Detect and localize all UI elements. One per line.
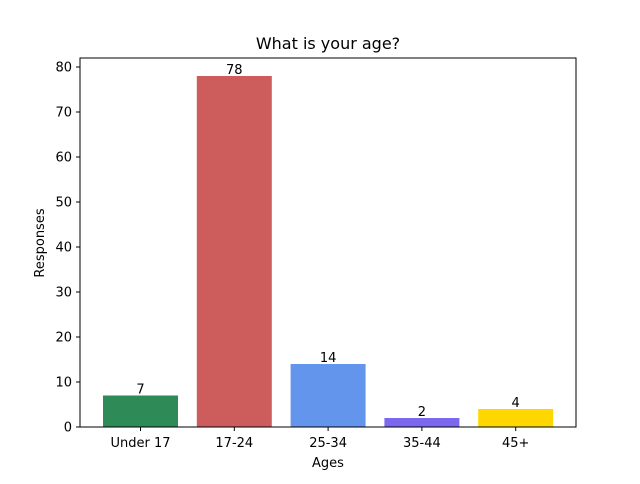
bar <box>290 364 366 427</box>
y-tick-label: 10 <box>55 376 72 391</box>
bar-value-label: 78 <box>226 63 243 78</box>
y-tick-label: 70 <box>55 106 72 121</box>
bar <box>103 395 178 427</box>
y-tick-label: 30 <box>55 286 72 301</box>
x-tick-label: 45+ <box>502 436 529 451</box>
chart-title: What is your age? <box>256 34 400 53</box>
y-axis-label: Responses <box>33 208 48 277</box>
y-tick-label: 60 <box>55 151 72 166</box>
bar-value-label: 14 <box>320 351 337 366</box>
bar-value-label: 4 <box>512 396 520 411</box>
x-axis-label: Ages <box>312 456 344 471</box>
bar-value-label: 2 <box>418 405 426 420</box>
x-axis-ticks: Under 17 17-24 25-34 35-44 45+ <box>110 427 529 451</box>
x-tick-label: 35-44 <box>403 436 441 451</box>
y-tick-label: 40 <box>55 241 72 256</box>
y-tick-label: 80 <box>55 61 72 76</box>
y-tick-label: 20 <box>55 331 72 346</box>
y-axis-ticks: 0 10 20 30 40 50 60 70 80 <box>55 61 80 436</box>
bar <box>478 409 554 427</box>
y-tick-label: 0 <box>64 421 72 436</box>
bar-value-label: 7 <box>136 383 144 398</box>
plot-frame <box>79 57 577 428</box>
bars-group: 7 78 14 2 4 <box>103 63 554 427</box>
bar <box>196 76 272 427</box>
bar <box>384 418 460 427</box>
x-tick-label: Under 17 <box>110 436 170 451</box>
x-tick-label: 17-24 <box>215 436 253 451</box>
y-tick-label: 50 <box>55 196 72 211</box>
x-tick-label: 25-34 <box>309 436 347 451</box>
